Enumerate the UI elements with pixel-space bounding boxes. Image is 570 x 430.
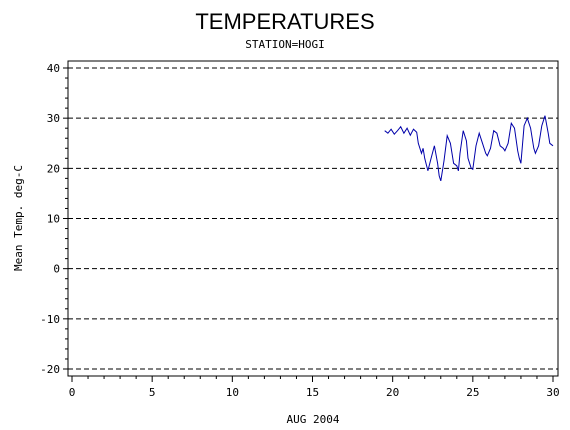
chart-title: TEMPERATURES [195,9,374,34]
x-tick-label: 0 [69,386,76,399]
y-tick-label: -10 [40,313,60,326]
axes: -20 -10 0 10 20 30 40 0 5 10 15 20 25 30 [40,60,560,399]
x-axis-label: AUG 2004 [287,413,340,426]
x-tick-label: 10 [226,386,239,399]
x-tick-label: 5 [149,386,156,399]
y-tick-label: 0 [53,263,60,276]
y-tick-label: 10 [47,213,60,226]
gridlines [68,67,558,370]
chart-subtitle: STATION=HOGI [245,38,324,51]
series-line [384,115,554,182]
x-tick-label: 25 [466,386,479,399]
y-tick-label: -20 [40,363,60,376]
y-tick-label: 40 [47,62,60,75]
x-tick-label: 20 [386,386,399,399]
y-tick-label: 30 [47,112,60,125]
y-axis-label: Mean Temp. deg-C [12,165,25,271]
x-tick-label: 15 [306,386,319,399]
x-tick-label: 30 [546,386,559,399]
y-tick-label: 20 [47,162,60,175]
series-layer [384,115,554,182]
